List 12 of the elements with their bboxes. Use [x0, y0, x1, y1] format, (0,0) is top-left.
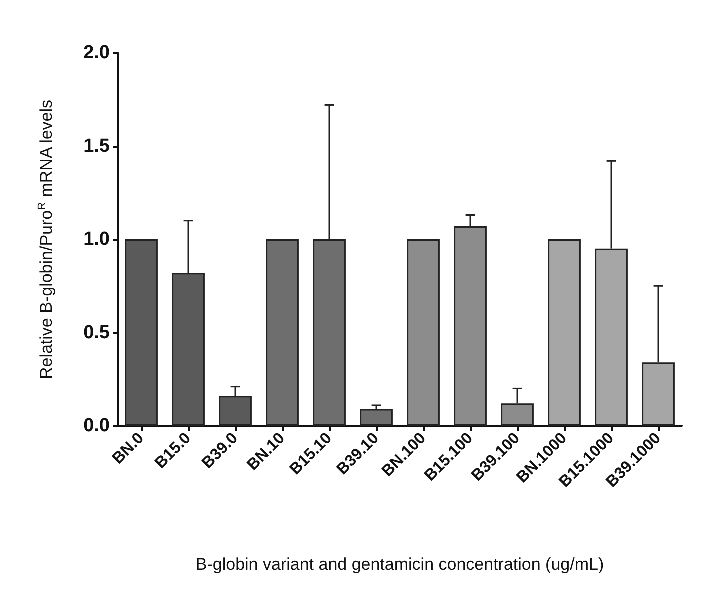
y-tick-label: 1.0: [84, 229, 110, 250]
y-axis-title: Relative B-globin/PuroR mRNA levels: [36, 100, 56, 380]
y-tick-label: 1.5: [84, 136, 110, 157]
bar: [360, 409, 393, 426]
x-axis-title: B-globin variant and gentamicin concentration (ug/mL): [196, 555, 604, 574]
y-tick-label: 0.0: [84, 416, 110, 436]
y-tick-label: 2.0: [84, 42, 110, 64]
y-tick-label: 0.5: [84, 322, 110, 344]
bar: [266, 240, 299, 426]
bar: [407, 240, 440, 426]
bar: [125, 240, 158, 426]
bar: [548, 240, 581, 426]
